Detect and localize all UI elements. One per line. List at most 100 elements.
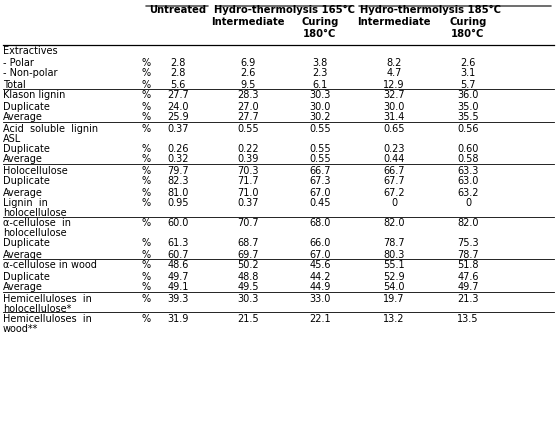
Text: 50.2: 50.2: [237, 261, 259, 270]
Text: 5.6: 5.6: [170, 80, 185, 90]
Text: 45.6: 45.6: [309, 261, 331, 270]
Text: 0.55: 0.55: [237, 124, 259, 134]
Text: 82.0: 82.0: [457, 219, 479, 228]
Text: 71.0: 71.0: [237, 187, 259, 198]
Text: %: %: [141, 239, 150, 248]
Text: 52.9: 52.9: [383, 272, 405, 281]
Text: 82.3: 82.3: [167, 176, 189, 187]
Text: %: %: [141, 219, 150, 228]
Text: %: %: [141, 187, 150, 198]
Text: Extractives: Extractives: [3, 47, 57, 57]
Text: 81.0: 81.0: [167, 187, 189, 198]
Text: 30.3: 30.3: [309, 91, 331, 101]
Text: - Polar: - Polar: [3, 58, 34, 68]
Text: 35.0: 35.0: [457, 102, 479, 112]
Text: 0.23: 0.23: [383, 143, 405, 154]
Text: 0.26: 0.26: [167, 143, 189, 154]
Text: Hydro-thermolysis 165°C: Hydro-thermolysis 165°C: [213, 5, 354, 15]
Text: Lignin  in: Lignin in: [3, 198, 48, 209]
Text: %: %: [141, 113, 150, 123]
Text: 68.0: 68.0: [309, 219, 331, 228]
Text: holocellulose: holocellulose: [3, 209, 67, 219]
Text: 63.3: 63.3: [457, 165, 478, 176]
Text: 3.8: 3.8: [312, 58, 328, 68]
Text: 31.9: 31.9: [167, 313, 189, 324]
Text: - Non-polar: - Non-polar: [3, 69, 57, 79]
Text: 51.8: 51.8: [457, 261, 479, 270]
Text: 0.44: 0.44: [383, 154, 405, 165]
Text: Average: Average: [3, 154, 43, 165]
Text: holocellulose*: holocellulose*: [3, 303, 71, 313]
Text: 0.55: 0.55: [309, 124, 331, 134]
Text: %: %: [141, 80, 150, 90]
Text: Hemicelluloses  in: Hemicelluloses in: [3, 294, 92, 303]
Text: 70.7: 70.7: [237, 219, 259, 228]
Text: 0: 0: [465, 198, 471, 209]
Text: 0.37: 0.37: [237, 198, 259, 209]
Text: 35.5: 35.5: [457, 113, 479, 123]
Text: 2.6: 2.6: [460, 58, 476, 68]
Text: 28.3: 28.3: [237, 91, 259, 101]
Text: α-cellulose in wood: α-cellulose in wood: [3, 261, 97, 270]
Text: %: %: [141, 165, 150, 176]
Text: 13.2: 13.2: [383, 313, 405, 324]
Text: Average: Average: [3, 113, 43, 123]
Text: %: %: [141, 154, 150, 165]
Text: 0.60: 0.60: [457, 143, 478, 154]
Text: %: %: [141, 102, 150, 112]
Text: 67.0: 67.0: [309, 250, 331, 259]
Text: %: %: [141, 313, 150, 324]
Text: %: %: [141, 124, 150, 134]
Text: 66.7: 66.7: [309, 165, 331, 176]
Text: 30.0: 30.0: [309, 102, 331, 112]
Text: 13.5: 13.5: [457, 313, 479, 324]
Text: %: %: [141, 294, 150, 303]
Text: 44.9: 44.9: [309, 283, 331, 292]
Text: 66.0: 66.0: [309, 239, 331, 248]
Text: 0.32: 0.32: [167, 154, 189, 165]
Text: 27.7: 27.7: [167, 91, 189, 101]
Text: 0.39: 0.39: [237, 154, 258, 165]
Text: Average: Average: [3, 250, 43, 259]
Text: 9.5: 9.5: [240, 80, 256, 90]
Text: %: %: [141, 261, 150, 270]
Text: 0.55: 0.55: [309, 143, 331, 154]
Text: 75.3: 75.3: [457, 239, 479, 248]
Text: Klason lignin: Klason lignin: [3, 91, 65, 101]
Text: 80.3: 80.3: [383, 250, 405, 259]
Text: 12.9: 12.9: [383, 80, 405, 90]
Text: 60.0: 60.0: [167, 219, 189, 228]
Text: Holocellulose: Holocellulose: [3, 165, 68, 176]
Text: 0.56: 0.56: [457, 124, 479, 134]
Text: 30.0: 30.0: [383, 102, 405, 112]
Text: 5.7: 5.7: [460, 80, 476, 90]
Text: 4.7: 4.7: [387, 69, 402, 79]
Text: Average: Average: [3, 187, 43, 198]
Text: Intermediate: Intermediate: [211, 17, 285, 27]
Text: α-cellulose  in: α-cellulose in: [3, 219, 71, 228]
Text: 2.8: 2.8: [170, 58, 185, 68]
Text: ASL: ASL: [3, 134, 21, 143]
Text: 63.0: 63.0: [457, 176, 478, 187]
Text: 39.3: 39.3: [167, 294, 189, 303]
Text: 2.6: 2.6: [240, 69, 256, 79]
Text: 0.55: 0.55: [309, 154, 331, 165]
Text: 63.2: 63.2: [457, 187, 479, 198]
Text: 0.95: 0.95: [167, 198, 189, 209]
Text: 8.2: 8.2: [387, 58, 402, 68]
Text: 33.0: 33.0: [309, 294, 331, 303]
Text: 44.2: 44.2: [309, 272, 331, 281]
Text: 69.7: 69.7: [237, 250, 259, 259]
Text: Total: Total: [3, 80, 26, 90]
Text: 6.9: 6.9: [241, 58, 256, 68]
Text: 54.0: 54.0: [383, 283, 405, 292]
Text: wood**: wood**: [3, 324, 38, 333]
Text: 0.45: 0.45: [309, 198, 331, 209]
Text: 0.58: 0.58: [457, 154, 479, 165]
Text: 82.0: 82.0: [383, 219, 405, 228]
Text: 48.6: 48.6: [167, 261, 189, 270]
Text: 61.3: 61.3: [167, 239, 189, 248]
Text: 79.7: 79.7: [167, 165, 189, 176]
Text: 31.4: 31.4: [383, 113, 405, 123]
Text: 47.6: 47.6: [457, 272, 479, 281]
